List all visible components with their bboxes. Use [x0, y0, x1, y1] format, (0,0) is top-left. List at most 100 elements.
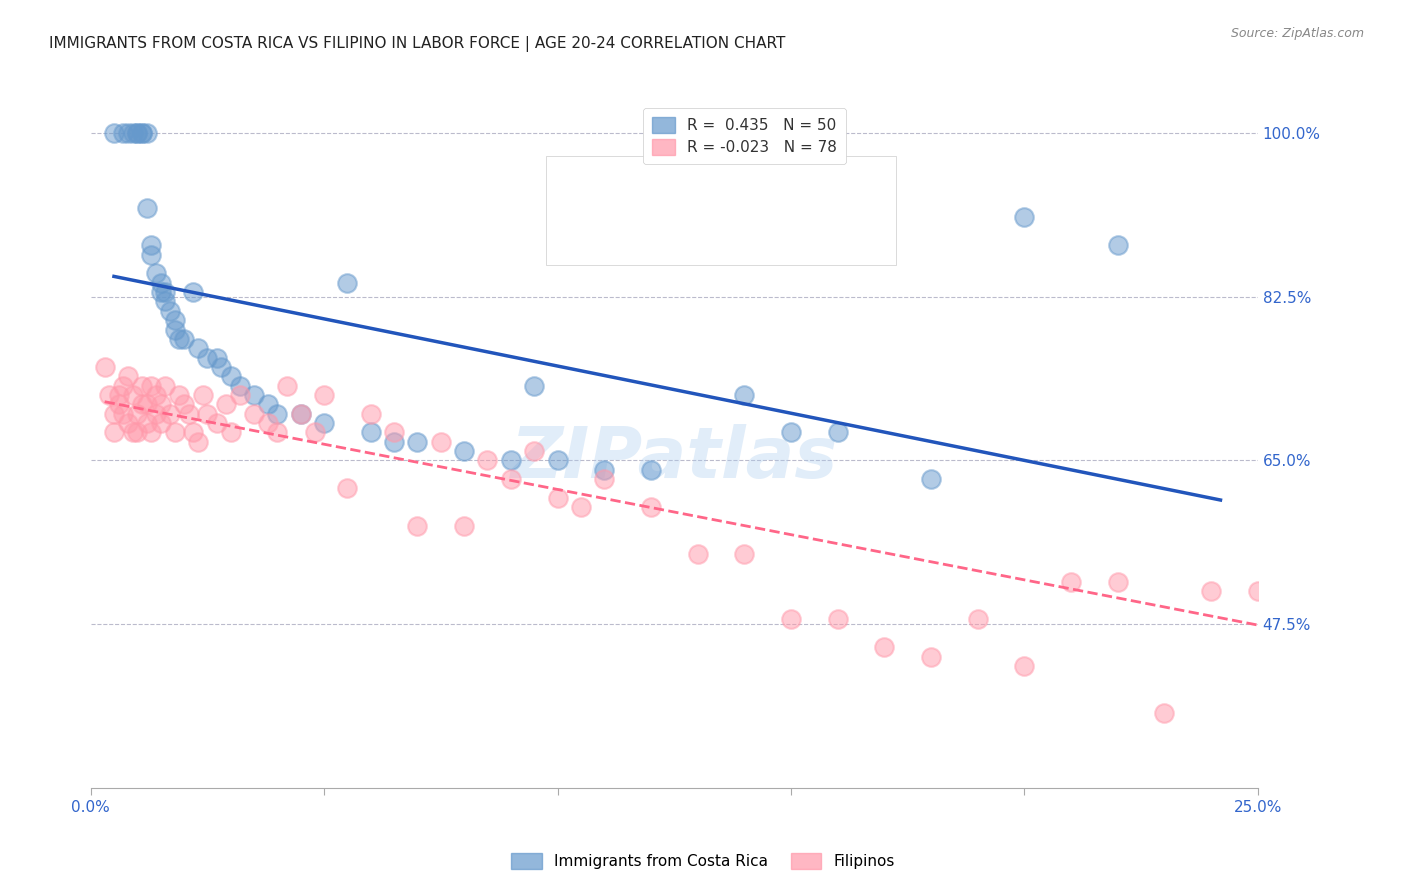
Point [733, 388, 755, 402]
FancyBboxPatch shape [546, 156, 896, 265]
Point [145, 407, 167, 421]
Point [155, 294, 177, 309]
Point [406, 519, 429, 533]
Point [183, 425, 205, 440]
Point [107, 388, 129, 402]
Point [382, 434, 405, 449]
Point [117, 369, 139, 384]
Point [121, 126, 143, 140]
Point [523, 444, 546, 458]
Point [1014, 659, 1036, 673]
Point [183, 285, 205, 299]
Point [195, 351, 218, 365]
Point [112, 126, 135, 140]
Point [780, 612, 803, 626]
Point [360, 425, 382, 440]
Point [215, 397, 238, 411]
Point [127, 425, 149, 440]
Point [187, 434, 209, 449]
Point [112, 378, 135, 392]
Point [121, 425, 143, 440]
Point [209, 359, 232, 374]
Point [205, 351, 228, 365]
Point [453, 444, 475, 458]
Point [336, 482, 359, 496]
Point [290, 407, 312, 421]
Point [145, 267, 167, 281]
Point [163, 322, 186, 336]
Point [1107, 574, 1129, 589]
Point [131, 126, 153, 140]
Point [827, 612, 849, 626]
Point [159, 303, 181, 318]
Point [547, 491, 569, 505]
Point [336, 276, 359, 290]
Point [257, 416, 280, 430]
Point [131, 126, 153, 140]
Point [1153, 706, 1175, 720]
Point [827, 425, 849, 440]
Point [103, 126, 125, 140]
Point [920, 472, 942, 486]
Point [312, 388, 335, 402]
Point [266, 425, 288, 440]
Point [873, 640, 896, 655]
Point [733, 547, 755, 561]
Point [1014, 211, 1036, 225]
Point [127, 407, 149, 421]
Point [107, 397, 129, 411]
Point [1107, 238, 1129, 252]
Point [229, 378, 252, 392]
Point [593, 463, 616, 477]
Point [229, 388, 252, 402]
Point [219, 369, 242, 384]
Point [430, 434, 453, 449]
Point [966, 612, 988, 626]
Point [1060, 574, 1083, 589]
Point [243, 388, 266, 402]
Point [686, 547, 709, 561]
Point [290, 407, 312, 421]
Point [1294, 593, 1316, 607]
Point [593, 472, 616, 486]
Point [131, 378, 153, 392]
Point [135, 201, 157, 215]
Point [149, 416, 172, 430]
Point [640, 500, 662, 515]
Point [920, 649, 942, 664]
Text: IMMIGRANTS FROM COSTA RICA VS FILIPINO IN LABOR FORCE | AGE 20-24 CORRELATION CH: IMMIGRANTS FROM COSTA RICA VS FILIPINO I… [49, 36, 786, 52]
Point [112, 407, 135, 421]
Point [155, 378, 177, 392]
Point [103, 407, 125, 421]
Point [93, 359, 115, 374]
Text: Source: ZipAtlas.com: Source: ZipAtlas.com [1230, 27, 1364, 40]
Point [98, 388, 121, 402]
Point [1247, 584, 1270, 599]
Point [187, 341, 209, 355]
Point [382, 425, 405, 440]
Point [169, 388, 191, 402]
Point [499, 453, 522, 467]
Point [312, 416, 335, 430]
Point [117, 416, 139, 430]
Text: ZIPatlas: ZIPatlas [510, 424, 838, 492]
Point [266, 407, 288, 421]
Point [141, 425, 163, 440]
Point [219, 425, 242, 440]
Point [195, 407, 218, 421]
Point [149, 285, 172, 299]
Point [243, 407, 266, 421]
Point [191, 388, 214, 402]
Point [205, 416, 228, 430]
Point [360, 407, 382, 421]
Point [477, 453, 499, 467]
Point [149, 276, 172, 290]
Point [163, 425, 186, 440]
Point [127, 126, 149, 140]
Point [149, 397, 172, 411]
Point [780, 425, 803, 440]
Point [127, 126, 149, 140]
Point [173, 332, 195, 346]
Point [453, 519, 475, 533]
Point [499, 472, 522, 486]
